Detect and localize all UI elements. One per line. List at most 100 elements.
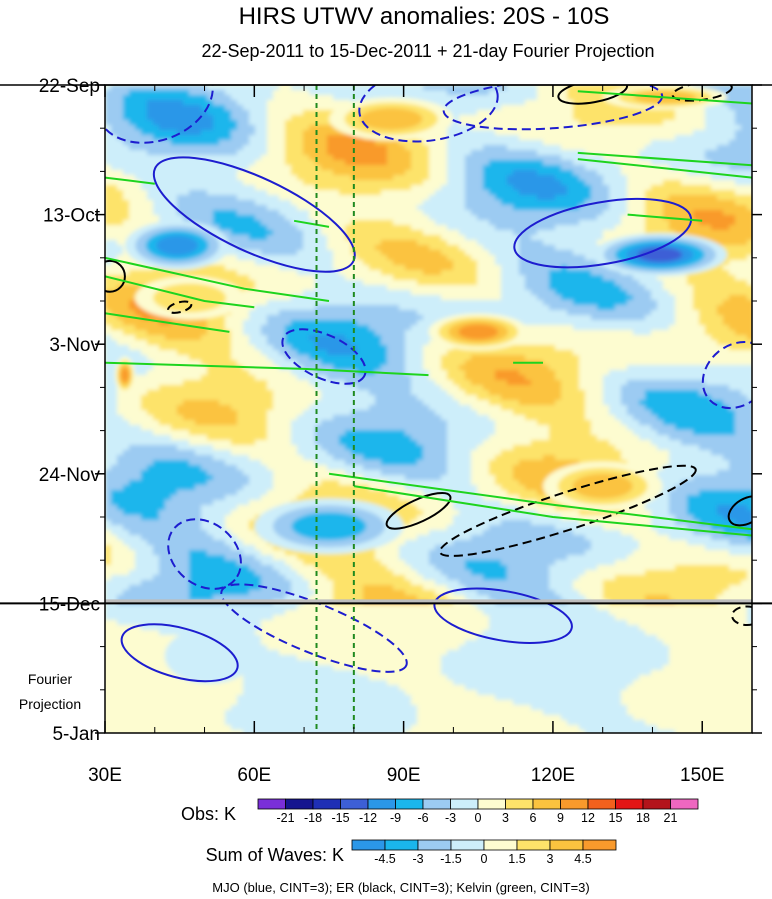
field-cell [645,285,652,291]
field-cell [567,255,574,261]
field-cell [237,250,244,256]
field-cell [645,190,652,196]
field-cell [375,235,382,241]
field-cell [651,135,658,141]
field-cell [555,100,562,106]
field-cell [723,120,730,126]
field-cell [543,175,550,181]
field-cell [267,115,274,121]
field-cell [171,160,178,166]
field-cell [711,275,718,281]
field-cell [723,235,730,241]
field-cell [741,250,748,256]
field-cell [273,110,280,116]
field-cell [345,155,352,161]
field-cell [507,120,514,126]
field-cell [633,295,640,301]
field-cell [723,145,730,151]
field-cell [507,95,514,101]
field-cell [279,225,286,231]
field-cell [441,210,448,216]
field-cell [369,175,376,181]
field-cell [531,130,538,136]
field-cell [459,270,466,276]
field-cell [699,125,706,131]
field-cell [723,155,730,161]
field-cell [291,275,298,281]
field-cell [717,195,724,201]
field-cell [105,265,112,271]
field-cell [291,210,298,216]
field-cell [651,150,658,156]
field-cell [465,255,472,261]
field-cell [501,195,508,201]
field-cell [381,180,388,186]
field-cell [153,160,160,166]
field-cell [525,90,532,96]
field-cell [459,90,466,96]
field-cell [123,95,130,101]
field-cell [411,175,418,181]
field-cell [321,100,328,106]
field-cell [681,140,688,146]
field-cell [183,150,190,156]
field-cell [255,130,262,136]
field-cell [561,165,568,171]
field-cell [273,245,280,251]
field-cell [639,210,646,216]
field-cell [279,170,286,176]
field-cell [195,195,202,201]
field-cell [741,165,748,171]
field-cell [525,210,532,216]
field-cell [519,180,526,186]
field-cell [717,180,724,186]
field-cell [615,200,622,206]
field-cell [537,145,544,151]
field-cell [441,200,448,206]
field-cell [735,220,742,226]
field-cell [429,145,436,151]
field-cell [207,150,214,156]
field-cell [111,190,118,196]
field-cell [567,235,574,241]
field-cell [129,195,136,201]
field-cell [711,135,718,141]
field-cell [255,135,262,141]
field-cell [111,140,118,146]
field-cell [441,285,448,291]
field-cell [201,110,208,116]
field-cell [141,115,148,121]
field-cell [111,180,118,186]
field-cell [735,105,742,111]
field-cell [657,210,664,216]
field-cell [627,185,634,191]
field-cell [129,150,136,156]
field-cell [417,215,424,221]
field-cell [399,160,406,166]
field-cell [135,130,142,136]
field-cell [273,250,280,256]
field-cell [573,120,580,126]
field-cell [591,115,598,121]
field-cell [219,180,226,186]
field-cell [555,290,562,296]
field-cell [663,120,670,126]
field-cell [585,285,592,291]
field-cell [621,110,628,116]
field-cell [681,135,688,141]
field-cell [471,250,478,256]
field-cell [117,255,124,261]
field-cell [177,145,184,151]
field-cell [285,265,292,271]
field-cell [729,145,736,151]
field-cell [501,160,508,166]
field-cell [309,260,316,266]
field-cell [327,280,334,286]
field-cell [141,215,148,221]
field-cell [309,100,316,106]
field-cell [105,245,112,251]
field-cell [489,240,496,246]
field-cell [543,135,550,141]
field-cell [345,220,352,226]
field-cell [303,205,310,211]
